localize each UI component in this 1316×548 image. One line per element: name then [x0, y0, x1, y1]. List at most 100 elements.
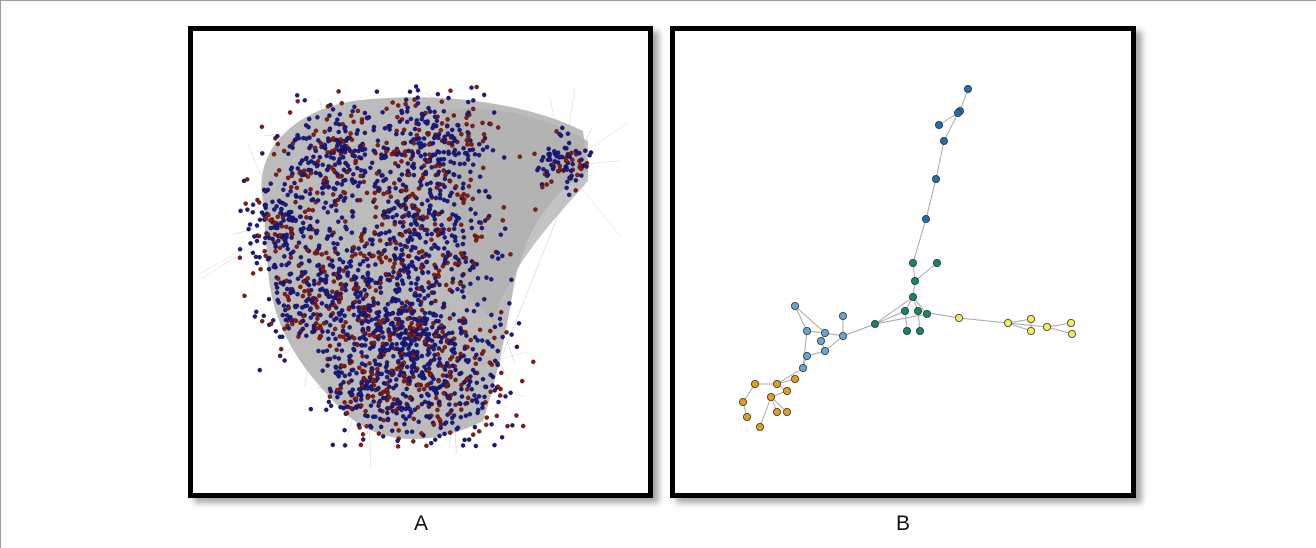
network-node — [470, 106, 476, 112]
network-node — [452, 147, 458, 153]
network-node — [570, 161, 575, 167]
tree-node-yellow — [1042, 322, 1051, 331]
network-node — [390, 311, 395, 316]
tree-node-orange — [783, 407, 792, 416]
network-edge — [491, 187, 570, 383]
network-node — [437, 433, 442, 439]
network-node — [383, 255, 389, 260]
network-node — [400, 346, 405, 352]
network-node — [499, 435, 505, 440]
network-node — [575, 172, 580, 178]
network-node — [344, 265, 350, 270]
network-node — [395, 333, 401, 338]
network-node — [477, 220, 482, 225]
network-edge — [434, 170, 553, 358]
network-node — [268, 181, 274, 186]
network-node — [377, 238, 383, 243]
network-node — [396, 316, 402, 322]
network-node — [327, 386, 333, 392]
network-node — [319, 286, 325, 292]
tree-node-green — [910, 276, 919, 285]
network-node — [399, 407, 404, 413]
network-node — [464, 121, 469, 127]
network-node — [484, 415, 490, 420]
tree-node-dark-blue — [934, 121, 943, 130]
network-node — [442, 246, 447, 251]
network-node — [352, 336, 357, 341]
network-node — [301, 168, 307, 173]
network-node — [308, 187, 313, 192]
network-node — [483, 384, 488, 389]
network-node — [497, 316, 503, 322]
network-node — [258, 266, 263, 272]
network-node — [267, 235, 272, 241]
network-node — [333, 336, 338, 342]
network-node — [560, 125, 565, 131]
network-node — [283, 202, 288, 207]
network-node — [393, 246, 399, 251]
network-node — [327, 323, 333, 328]
network-node — [326, 399, 332, 405]
network-node — [372, 184, 377, 189]
network-node — [321, 321, 327, 326]
network-node — [237, 255, 243, 260]
network-node — [565, 131, 571, 136]
network-node — [331, 156, 336, 161]
network-node — [277, 353, 283, 359]
network-node — [437, 192, 443, 197]
network-node — [447, 430, 453, 435]
tree-node-yellow — [1026, 326, 1035, 335]
network-node — [441, 197, 447, 203]
network-node — [517, 154, 523, 159]
network-node — [447, 316, 453, 321]
network-node — [442, 176, 448, 182]
network-node — [262, 188, 268, 193]
network-node — [289, 173, 294, 179]
network-node — [257, 367, 263, 373]
network-node — [447, 369, 453, 375]
network-node — [406, 346, 411, 351]
network-node — [395, 103, 401, 108]
network-node — [336, 129, 341, 135]
network-node — [438, 339, 444, 345]
network-node — [554, 153, 559, 159]
network-node — [423, 119, 428, 125]
network-node — [304, 333, 309, 339]
network-node — [266, 266, 272, 272]
network-node — [425, 352, 431, 357]
network-node — [244, 177, 250, 182]
network-node — [276, 300, 281, 305]
network-node — [370, 394, 376, 399]
network-node — [456, 216, 462, 221]
network-node — [479, 225, 485, 231]
network-node — [458, 222, 464, 228]
network-node — [413, 266, 419, 272]
network-node — [411, 231, 417, 237]
network-node — [393, 256, 398, 262]
network-node — [438, 188, 443, 193]
network-node — [479, 338, 485, 343]
network-node — [418, 153, 424, 159]
network-node — [293, 199, 298, 205]
network-node — [385, 301, 391, 307]
network-node — [555, 160, 561, 165]
network-node — [381, 178, 386, 184]
network-edge — [356, 355, 405, 399]
network-node — [368, 384, 374, 389]
network-node — [330, 442, 336, 448]
network-node — [431, 272, 437, 278]
network-node — [412, 332, 417, 337]
network-node — [442, 431, 447, 437]
network-node — [429, 165, 434, 170]
network-node — [459, 289, 465, 294]
network-node — [495, 125, 501, 130]
network-node — [380, 110, 385, 115]
network-node — [288, 184, 294, 190]
network-node — [492, 388, 498, 393]
network-node — [495, 362, 501, 368]
network-node — [274, 204, 279, 209]
network-node — [338, 385, 343, 391]
network-node — [480, 376, 486, 382]
network-node — [455, 192, 460, 197]
network-node — [312, 160, 317, 166]
